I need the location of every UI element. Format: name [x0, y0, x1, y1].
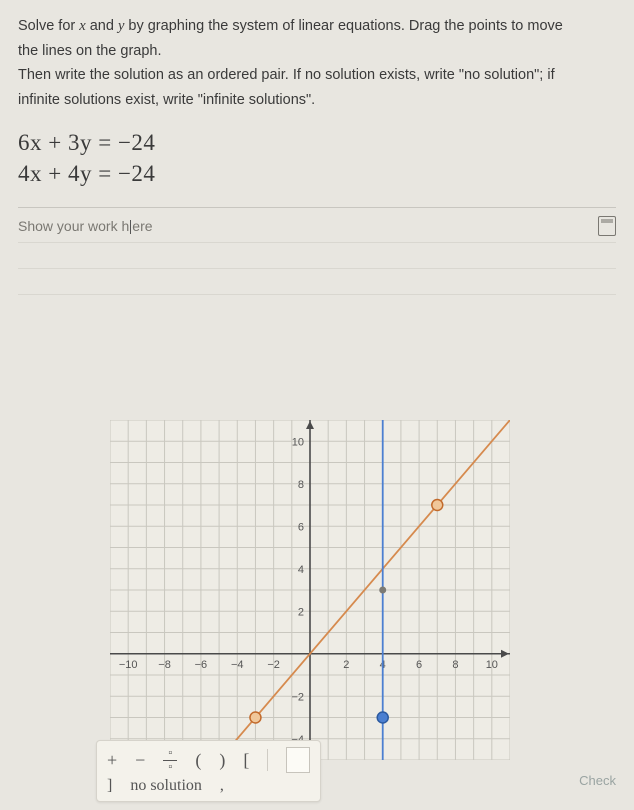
instr-3: Then write the solution as an ordered pa… — [18, 67, 555, 83]
svg-text:2: 2 — [343, 659, 349, 671]
svg-text:−4: −4 — [231, 659, 244, 671]
svg-text:8: 8 — [298, 479, 304, 491]
toolbar-sep — [267, 749, 268, 771]
graph-canvas[interactable]: −10−8−6−4−2246810−4−2246810 — [110, 420, 510, 760]
btn-fraction[interactable]: ▫ ▫ — [163, 748, 177, 773]
work-lines — [18, 242, 616, 320]
calculator-icon[interactable] — [598, 216, 616, 236]
frac-bot: ▫ — [168, 762, 172, 773]
svg-text:10: 10 — [292, 436, 304, 448]
frac-top: ▫ — [168, 748, 172, 759]
svg-text:−2: −2 — [267, 659, 280, 671]
svg-text:8: 8 — [452, 659, 458, 671]
btn-no-solution[interactable]: no solution — [130, 777, 202, 795]
btn-plus[interactable]: + — [107, 750, 117, 771]
instr-1a: Solve for — [18, 18, 79, 34]
svg-text:6: 6 — [416, 659, 422, 671]
answer-toolbar[interactable]: + − ▫ ▫ ( ) [ ] no solution , — [96, 740, 321, 802]
svg-text:10: 10 — [486, 659, 498, 671]
answer-input[interactable] — [286, 747, 310, 773]
svg-text:−8: −8 — [158, 659, 171, 671]
btn-comma[interactable]: , — [220, 777, 224, 795]
instr-2: the lines on the graph. — [18, 43, 162, 59]
svg-text:−2: −2 — [291, 691, 304, 703]
show-work-placeholder: Show your work here — [18, 218, 153, 234]
instr-1c: by graphing the system of linear equatio… — [124, 18, 562, 34]
svg-text:6: 6 — [298, 521, 304, 533]
graph-svg[interactable]: −10−8−6−4−2246810−4−2246810 — [110, 420, 510, 760]
svg-text:4: 4 — [298, 564, 304, 576]
instr-1b: and — [86, 18, 118, 34]
svg-text:−10: −10 — [119, 659, 138, 671]
equation-2: 4x + 4y = −24 — [18, 158, 616, 189]
svg-text:2: 2 — [298, 606, 304, 618]
btn-rparen[interactable]: ) — [219, 750, 225, 771]
instr-4: infinite solutions exist, write "infinit… — [18, 92, 315, 108]
equation-1: 6x + 3y = −24 — [18, 127, 616, 158]
btn-minus[interactable]: − — [135, 750, 145, 771]
btn-lbracket[interactable]: [ — [243, 750, 249, 771]
instructions-block: Solve for x and y by graphing the system… — [18, 14, 616, 113]
btn-lparen[interactable]: ( — [195, 750, 201, 771]
check-button[interactable]: Check — [579, 773, 616, 788]
btn-rbracket[interactable]: ] — [107, 777, 112, 795]
show-work-area[interactable]: Show your work here — [18, 218, 153, 234]
equations-block: 6x + 3y = −24 4x + 4y = −24 — [18, 127, 616, 189]
svg-text:−6: −6 — [195, 659, 208, 671]
divider — [18, 207, 616, 208]
